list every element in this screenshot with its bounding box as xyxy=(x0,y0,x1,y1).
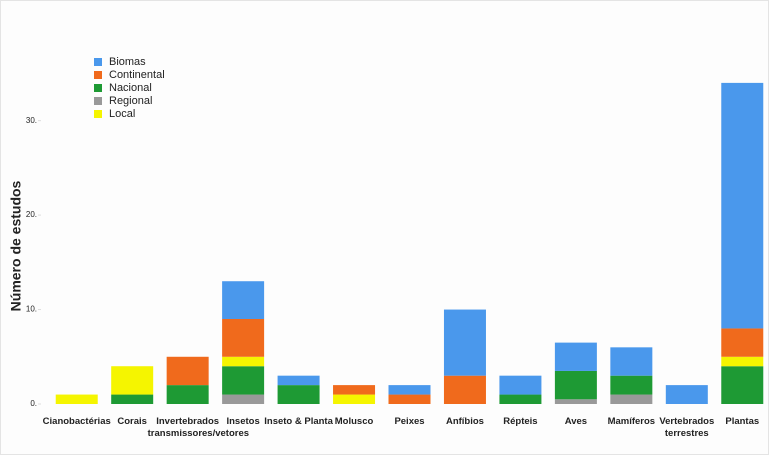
x-tick-label: Cianobactérias xyxy=(42,416,111,427)
bar-segment xyxy=(55,394,98,404)
bar-segment xyxy=(277,375,320,386)
x-tick-label: Vertebrados terrestres xyxy=(659,416,715,439)
bar-segment xyxy=(388,385,431,395)
legend-swatch xyxy=(94,97,102,105)
x-tick-label: Anfíbios xyxy=(445,416,484,427)
bar-segment xyxy=(222,356,265,367)
bar-segment xyxy=(166,385,209,404)
bar-segment xyxy=(554,370,597,400)
bar-segment xyxy=(111,366,154,395)
legend-swatch xyxy=(94,84,102,92)
bar-segment xyxy=(222,281,265,319)
legend-label: Biomas xyxy=(109,56,146,68)
x-tick-label: Aves xyxy=(564,416,588,427)
x-tick-label: Corais xyxy=(117,416,147,427)
bar-segment xyxy=(443,309,486,376)
bar-segment xyxy=(388,394,431,404)
legend-swatch xyxy=(94,110,102,118)
legend-label: Nacional xyxy=(109,82,152,94)
x-tick-label: Peixes xyxy=(394,416,425,427)
bar-segment xyxy=(166,356,209,386)
bar-segment xyxy=(333,385,376,395)
bar-segment xyxy=(610,347,653,376)
bar-segment xyxy=(499,375,542,395)
x-tick-label: Inseto & Planta xyxy=(264,416,333,427)
x-tick-label: Insetos xyxy=(226,416,260,427)
bar-segment xyxy=(721,366,764,404)
bar-segment xyxy=(111,394,154,404)
bar-segment xyxy=(610,375,653,395)
legend-swatch xyxy=(94,71,102,79)
bar-segment xyxy=(443,375,486,404)
bar-segment xyxy=(222,394,265,404)
bar-segment xyxy=(277,385,320,404)
bar-segment xyxy=(554,399,597,404)
x-tick-label: Molusco xyxy=(334,416,374,427)
bar-segment xyxy=(222,319,265,357)
legend-label: Regional xyxy=(109,95,152,107)
legend-label: Local xyxy=(109,108,135,120)
bar-segment xyxy=(222,366,265,395)
bar-segment xyxy=(665,385,708,404)
x-tick-label: Répteis xyxy=(503,416,538,427)
y-axis-label: Número de estudos xyxy=(8,180,24,311)
y-tick-label: 20. xyxy=(26,210,37,219)
y-tick-label: 0. xyxy=(30,399,37,408)
bar-segment xyxy=(554,342,597,371)
bar-segment xyxy=(721,356,764,367)
x-tick-label: Mamíferos xyxy=(607,416,656,427)
x-tick-label: Invertebrados transmissores/vetores xyxy=(147,416,250,439)
bar-segment xyxy=(333,394,376,404)
y-tick-label: 30. xyxy=(26,116,37,125)
bar-segment xyxy=(610,394,653,404)
bar-segment xyxy=(721,82,764,329)
y-tick-label: 10. xyxy=(26,305,37,314)
bar-segment xyxy=(721,328,764,357)
legend-label: Continental xyxy=(109,69,165,81)
bar-segment xyxy=(499,394,542,404)
x-tick-label: Plantas xyxy=(725,416,760,427)
legend-swatch xyxy=(94,58,102,66)
